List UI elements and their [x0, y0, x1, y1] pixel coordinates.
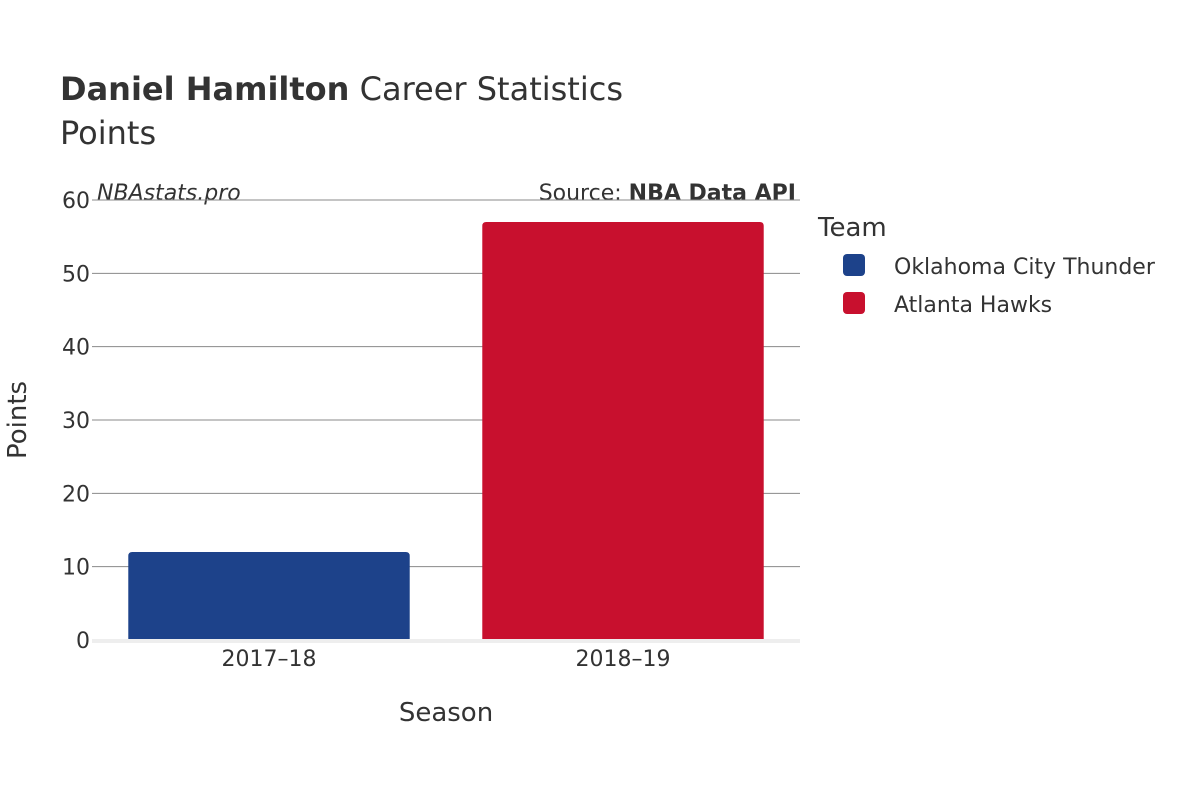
- y-tick-label: 10: [62, 556, 90, 581]
- bars: [128, 222, 764, 640]
- legend-label: Oklahoma City Thunder: [894, 255, 1156, 280]
- chart-title-rest: Career Statistics: [349, 70, 623, 108]
- y-tick-label: 0: [76, 629, 90, 654]
- watermark: NBAstats.pro: [97, 181, 241, 206]
- y-tick-label: 50: [62, 262, 90, 287]
- y-tick-label: 20: [62, 482, 90, 507]
- y-tick-label: 30: [62, 409, 90, 434]
- y-axis-title: Points: [3, 381, 33, 459]
- source-prefix: Source:: [539, 181, 629, 206]
- legend-item[interactable]: Atlanta Hawks: [843, 292, 1052, 318]
- legend-item[interactable]: Oklahoma City Thunder: [843, 254, 1156, 280]
- chart-title-player: Daniel Hamilton: [60, 70, 349, 108]
- y-axis-ticks: 0 10 20 30 40 50 60: [62, 189, 90, 654]
- chart-subtitle: Points: [60, 114, 156, 152]
- source-name: NBA Data API: [629, 181, 796, 206]
- chart-title: Daniel Hamilton Career Statistics: [60, 70, 623, 108]
- bar[interactable]: [128, 552, 410, 640]
- x-axis-ticks: 2017–18 2018–19: [222, 647, 671, 672]
- x-tick-label: 2018–19: [576, 647, 671, 672]
- legend: Oklahoma City Thunder Atlanta Hawks: [843, 254, 1156, 318]
- y-tick-label: 60: [62, 189, 90, 214]
- bar[interactable]: [482, 222, 764, 640]
- legend-swatch: [843, 292, 865, 314]
- source-credit: Source: NBA Data API: [539, 181, 796, 206]
- x-tick-label: 2017–18: [222, 647, 317, 672]
- legend-title: Team: [817, 213, 887, 243]
- x-axis-title: Season: [399, 698, 493, 728]
- legend-swatch: [843, 254, 865, 276]
- legend-label: Atlanta Hawks: [894, 293, 1052, 318]
- y-tick-label: 40: [62, 336, 90, 361]
